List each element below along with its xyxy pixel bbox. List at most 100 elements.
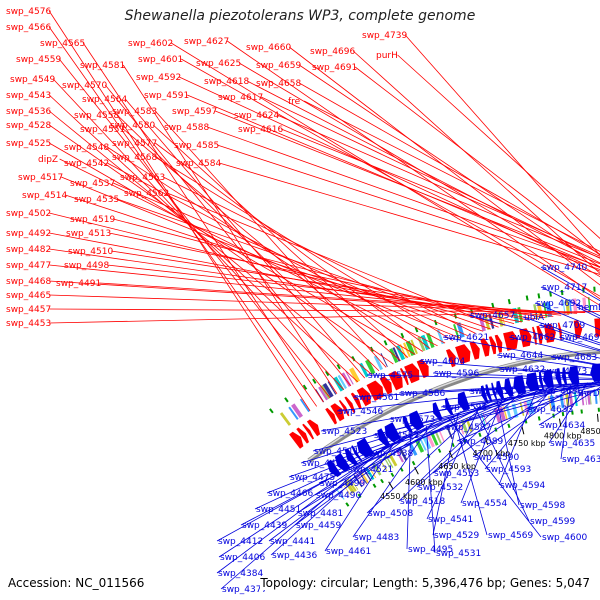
reverse-gene-label: swp_4481: [298, 509, 343, 519]
feature-marker: [433, 319, 438, 326]
reverse-leader-line: [576, 388, 600, 394]
forward-gene-label: swp_4468: [6, 277, 51, 287]
forward-leader-line: [288, 46, 600, 286]
feature-band-inner: [505, 405, 512, 420]
reverse-gene-label: swp_4594: [500, 481, 545, 491]
feature-marker: [561, 411, 565, 417]
reverse-gene-label: swp_4531: [436, 549, 481, 559]
reverse-gene-label: swp_4589: [458, 437, 503, 447]
reverse-leader-line: [398, 396, 509, 502]
feature-band-inner: [511, 403, 519, 418]
forward-leader-line: [217, 144, 600, 270]
reverse-gene-label: swp_4412: [218, 537, 263, 547]
reverse-gene-label: swp_4569: [488, 531, 533, 541]
feature-band-inner: [528, 399, 535, 414]
kbp-tick-label: 4600 kbp: [405, 478, 443, 487]
feature-band-inner: [335, 487, 345, 500]
forward-leader-line: [179, 76, 600, 272]
forward-leader-line: [104, 84, 352, 387]
reverse-gene-label: swp_4490: [316, 491, 361, 501]
reverse-gene-label: swp_4377: [222, 585, 267, 595]
forward-gene-label: swp_4580: [110, 121, 155, 131]
forward-gene-label: swp_4482: [6, 245, 51, 255]
reverse-gene-label: swp_4518: [400, 497, 445, 507]
reverse-leader-line: [498, 368, 600, 377]
forward-gene-label: purH: [376, 51, 398, 61]
feature-band-outer: [436, 329, 445, 345]
kbp-tick: [484, 437, 489, 445]
forward-gene-arrow: [338, 400, 350, 417]
forward-leader-line: [397, 54, 600, 239]
reverse-leader-line: [372, 381, 600, 436]
reverse-leader-line: [352, 382, 600, 398]
reverse-gene-label: swp_4709: [540, 321, 585, 331]
reverse-gene-label: swp_4439: [242, 521, 287, 531]
reverse-leader-line: [484, 387, 554, 470]
forward-gene-arrow: [404, 363, 420, 384]
reverse-gene-label: swp_4508: [368, 509, 413, 519]
reverse-gene-label: swp_4683: [552, 353, 597, 363]
forward-leader-line: [49, 310, 600, 324]
forward-gene-label: swp_4592: [136, 73, 181, 83]
reverse-gene-label: swp_4541: [428, 515, 473, 525]
feature-band-inner: [438, 428, 445, 443]
feature-marker: [380, 478, 384, 484]
forward-leader-line: [277, 114, 600, 257]
reverse-gene-label: swp_4384: [218, 569, 263, 579]
forward-gene-label: swp_4537: [70, 179, 115, 189]
forward-gene-arrow: [289, 431, 304, 449]
feature-band-outer: [572, 298, 578, 314]
forward-leader-line: [49, 212, 507, 326]
reverse-gene-arrow: [377, 428, 390, 447]
reverse-leader-line: [268, 430, 417, 542]
reverse-leader-line: [498, 390, 537, 486]
feature-band-outer: [496, 311, 504, 327]
reverse-leader-line: [496, 399, 520, 506]
forward-gene-label: swp_4583: [112, 107, 157, 117]
feature-band-inner: [398, 447, 408, 461]
reverse-leader-line: [352, 423, 432, 538]
feature-band-inner: [559, 393, 565, 409]
forward-gene-label: swp_4517: [18, 173, 63, 183]
feature-band-inner: [480, 413, 487, 427]
reverse-gene-label: swp_4590: [474, 453, 519, 463]
feature-band-inner: [434, 430, 442, 444]
feature-band-outer: [392, 347, 401, 362]
forward-gene-label: dipZ: [38, 155, 58, 165]
reverse-gene-label: swp_4657: [470, 311, 515, 321]
forward-leader-line: [48, 26, 318, 407]
feature-band-inner: [344, 480, 355, 494]
forward-gene-label: swp_4564: [82, 95, 127, 105]
forward-gene-label: swp_4491: [56, 279, 101, 289]
forward-gene-label: swp_4510: [68, 247, 113, 257]
feature-band-inner: [549, 395, 556, 410]
reverse-gene-label: swp_4441: [270, 537, 315, 547]
reverse-gene-label: swp_4635: [550, 439, 595, 449]
reverse-gene-label: swp_4600: [542, 533, 587, 543]
forward-gene-arrow: [469, 341, 480, 360]
feature-band-outer: [373, 355, 383, 371]
reverse-gene-arrow: [562, 367, 568, 386]
forward-gene-label: swp_4659: [256, 61, 301, 71]
reverse-gene-label: swp_4599: [530, 517, 575, 527]
reverse-gene-label: swp_4740: [542, 263, 587, 273]
feature-marker: [399, 467, 404, 472]
forward-gene-arrow: [503, 331, 519, 351]
feature-marker: [325, 370, 330, 377]
feature-marker: [400, 332, 405, 339]
genome-summary: Topology: circular; Length: 5,396,476 bp…: [260, 576, 590, 590]
forward-gene-label: swp_4502: [6, 209, 51, 219]
forward-gene-label: swp_4492: [6, 229, 51, 239]
reverse-leader-line: [426, 404, 481, 520]
forward-gene-arrow: [330, 403, 345, 422]
reverse-leader-line: [560, 384, 571, 460]
gene-features: [269, 286, 600, 507]
forward-gene-label: swp_4563: [120, 173, 165, 183]
kbp-tick: [596, 413, 599, 422]
reverse-leader-line: [294, 420, 438, 526]
feature-marker: [411, 460, 416, 466]
reverse-gene-label: swp_4552: [374, 431, 419, 441]
feature-marker: [525, 295, 529, 301]
forward-gene-label: swp_4562: [124, 189, 169, 199]
reverse-gene-label: swp_4636: [562, 455, 600, 465]
